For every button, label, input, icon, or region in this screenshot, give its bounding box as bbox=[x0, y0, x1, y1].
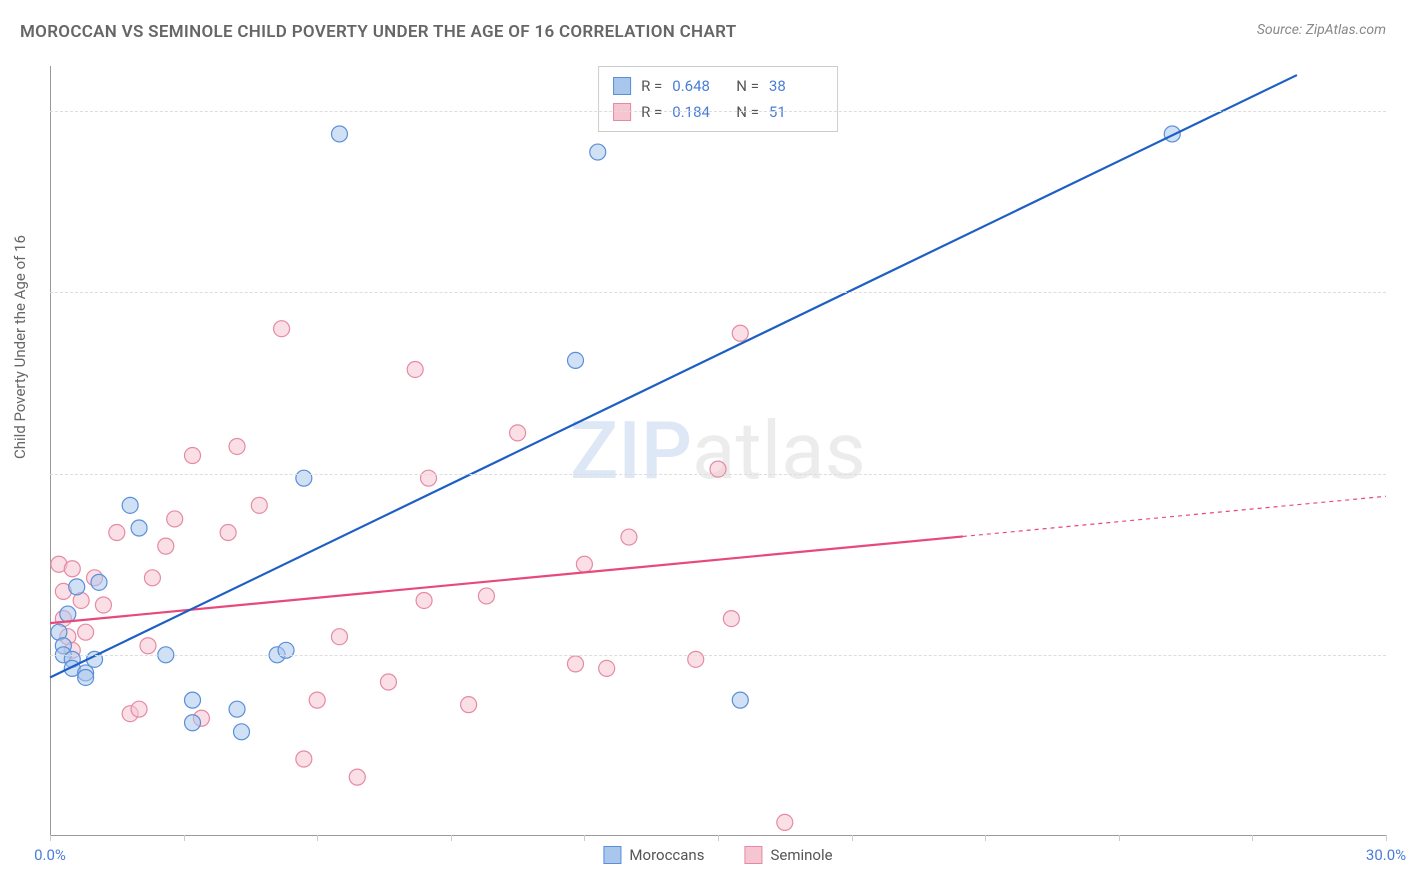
x-tick bbox=[985, 835, 986, 841]
seminole-point bbox=[710, 461, 726, 477]
grid-line-horizontal bbox=[50, 111, 1386, 112]
seminole-point bbox=[510, 425, 526, 441]
moroccans-point bbox=[122, 497, 138, 513]
seminole-point bbox=[95, 597, 111, 613]
x-tick-label: 0.0% bbox=[34, 846, 66, 864]
x-tick bbox=[1119, 835, 1120, 841]
seminole-point bbox=[723, 611, 739, 627]
x-tick bbox=[852, 835, 853, 841]
x-tick bbox=[451, 835, 452, 841]
seminole-point bbox=[567, 656, 583, 672]
seminole-point bbox=[777, 814, 793, 830]
chart-title: MOROCCAN VS SEMINOLE CHILD POVERTY UNDER… bbox=[20, 22, 736, 42]
seminole-point bbox=[421, 470, 437, 486]
x-tick bbox=[184, 835, 185, 841]
moroccans-point bbox=[131, 520, 147, 536]
seminole-point bbox=[251, 497, 267, 513]
series-legend-label: Seminole bbox=[770, 846, 832, 864]
seminole-point bbox=[688, 651, 704, 667]
moroccans-point bbox=[233, 724, 249, 740]
legend-n-value: 38 bbox=[769, 77, 823, 95]
seminole-point bbox=[220, 525, 236, 541]
series-legend-item: Moroccans bbox=[603, 846, 704, 864]
seminole-point bbox=[621, 529, 637, 545]
moroccans-point bbox=[60, 606, 76, 622]
legend-swatch bbox=[613, 77, 631, 95]
seminole-point bbox=[140, 638, 156, 654]
seminole-point bbox=[380, 674, 396, 690]
series-legend: Moroccans Seminole bbox=[603, 846, 832, 864]
y-axis-label: Child Poverty Under the Age of 16 bbox=[11, 235, 29, 459]
plot-svg bbox=[50, 66, 1386, 836]
seminole-point bbox=[64, 561, 80, 577]
seminole-point bbox=[229, 438, 245, 454]
chart-area: ZIPatlas R =0.648N =38R =0.184N =51 Moro… bbox=[50, 66, 1386, 836]
seminole-point bbox=[416, 592, 432, 608]
trend-line-dashed bbox=[963, 496, 1386, 536]
series-legend-label: Moroccans bbox=[629, 846, 704, 864]
seminole-point bbox=[407, 361, 423, 377]
x-tick bbox=[1252, 835, 1253, 841]
x-tick bbox=[584, 835, 585, 841]
moroccans-point bbox=[296, 470, 312, 486]
seminole-point bbox=[158, 538, 174, 554]
correlation-legend: R =0.648N =38R =0.184N =51 bbox=[598, 66, 838, 132]
x-tick bbox=[317, 835, 318, 841]
legend-swatch bbox=[744, 846, 762, 864]
x-tick bbox=[50, 835, 51, 841]
moroccans-point bbox=[185, 692, 201, 708]
moroccans-point bbox=[185, 715, 201, 731]
legend-r-value: 0.648 bbox=[672, 77, 726, 95]
legend-r-label: R = bbox=[641, 77, 662, 95]
seminole-point bbox=[478, 588, 494, 604]
seminole-point bbox=[732, 325, 748, 341]
x-tick bbox=[1386, 835, 1387, 841]
seminole-point bbox=[576, 556, 592, 572]
source-attribution: Source: ZipAtlas.com bbox=[1257, 22, 1386, 38]
seminole-point bbox=[309, 692, 325, 708]
legend-row: R = 0.648 N = 38 bbox=[613, 73, 823, 99]
moroccans-point bbox=[78, 669, 94, 685]
moroccans-point bbox=[590, 144, 606, 160]
legend-swatch bbox=[603, 846, 621, 864]
seminole-point bbox=[331, 629, 347, 645]
seminole-point bbox=[109, 525, 125, 541]
seminole-point bbox=[349, 769, 365, 785]
seminole-point bbox=[296, 751, 312, 767]
seminole-point bbox=[185, 448, 201, 464]
seminole-point bbox=[599, 660, 615, 676]
moroccans-point bbox=[732, 692, 748, 708]
x-tick bbox=[718, 835, 719, 841]
grid-line-horizontal bbox=[50, 474, 1386, 475]
moroccans-point bbox=[69, 579, 85, 595]
x-tick-label: 30.0% bbox=[1366, 846, 1406, 864]
moroccans-point bbox=[91, 574, 107, 590]
seminole-point bbox=[461, 697, 477, 713]
grid-line-horizontal bbox=[50, 655, 1386, 656]
moroccans-point bbox=[278, 642, 294, 658]
moroccans-point bbox=[1164, 126, 1180, 142]
grid-line-horizontal bbox=[50, 292, 1386, 293]
seminole-point bbox=[167, 511, 183, 527]
moroccans-point bbox=[229, 701, 245, 717]
legend-n-label: N = bbox=[736, 77, 759, 95]
seminole-point bbox=[131, 701, 147, 717]
series-legend-item: Seminole bbox=[744, 846, 832, 864]
moroccans-point bbox=[331, 126, 347, 142]
seminole-point bbox=[144, 570, 160, 586]
seminole-point bbox=[78, 624, 94, 640]
moroccans-point bbox=[567, 352, 583, 368]
trend-line bbox=[50, 75, 1297, 677]
seminole-point bbox=[274, 321, 290, 337]
